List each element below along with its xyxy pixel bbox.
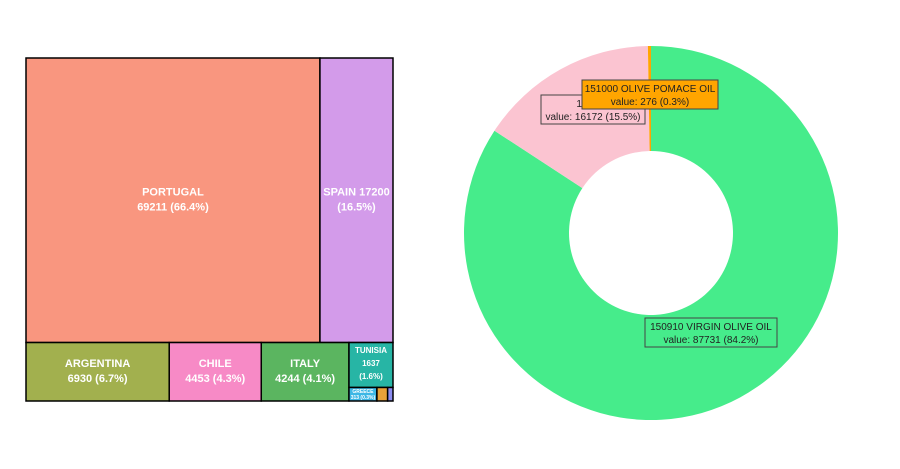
treemap-cell-tunisia xyxy=(348,341,394,389)
treemap-cell-small-7 xyxy=(376,386,389,402)
treemap-value-tunisia: 1637 xyxy=(362,359,380,368)
donut-label-151000-olive-pomace-oil: 151000 OLIVE POMACE OIL value: 276 (0.3%) xyxy=(581,79,719,110)
donut-label-value: value: 87731 (84.2%) xyxy=(663,335,758,346)
treemap-cell-chile xyxy=(168,341,263,402)
treemap-cell-italy xyxy=(260,341,350,402)
treemap-cell-spain xyxy=(319,57,394,344)
treemap-value-chile: 4453 (4.3%) xyxy=(185,373,245,385)
treemap-value-italy: 4244 (4.1%) xyxy=(275,373,335,385)
donut-label-name: 151000 OLIVE POMACE OIL xyxy=(585,84,716,95)
treemap-value-portugal: 69211 (66.4%) xyxy=(137,201,209,213)
treemap-label-portugal: PORTUGAL xyxy=(142,186,204,198)
donut-label-box xyxy=(644,317,778,348)
treemap-cell-argentina xyxy=(25,341,170,402)
donut-label-value: value: 16172 (15.5%) xyxy=(545,112,640,123)
treemap-label-tunisia: TUNISIA xyxy=(355,346,387,355)
treemap-label-argentina: ARGENTINA xyxy=(65,358,130,370)
donut-label-name: 150910 VIRGIN OLIVE OIL xyxy=(650,322,772,333)
treemap-label-greece: GREECE xyxy=(352,389,374,395)
treemap-pct-tunisia: (1.6%) xyxy=(359,372,383,381)
treemap-chart: PORTUGAL 69211 (66.4%) SPAIN 17200 (16.5%) A… xyxy=(25,57,394,402)
treemap-label-chile: CHILE xyxy=(199,358,232,370)
donut-label-150910-virgin-olive-oil: 150910 VIRGIN OLIVE OIL value: 87731 (84.… xyxy=(644,317,778,348)
donut-chart: 150990value: 16172 (15.5%)150910 VIRGIN … xyxy=(463,46,838,421)
treemap-label-spain: SPAIN 17200 xyxy=(323,186,389,198)
treemap-label-italy: ITALY xyxy=(290,358,321,370)
donut-label-value: value: 276 (0.3%) xyxy=(611,97,689,108)
treemap-value-greece: 313 (0.3%) xyxy=(351,395,376,401)
treemap-value-spain: (16.5%) xyxy=(337,201,376,213)
treemap-cell-portugal xyxy=(25,57,321,344)
treemap-value-argentina: 6930 (6.7%) xyxy=(68,373,128,385)
treemap-cell-small-8 xyxy=(386,386,394,402)
donut-label-box xyxy=(581,79,719,110)
